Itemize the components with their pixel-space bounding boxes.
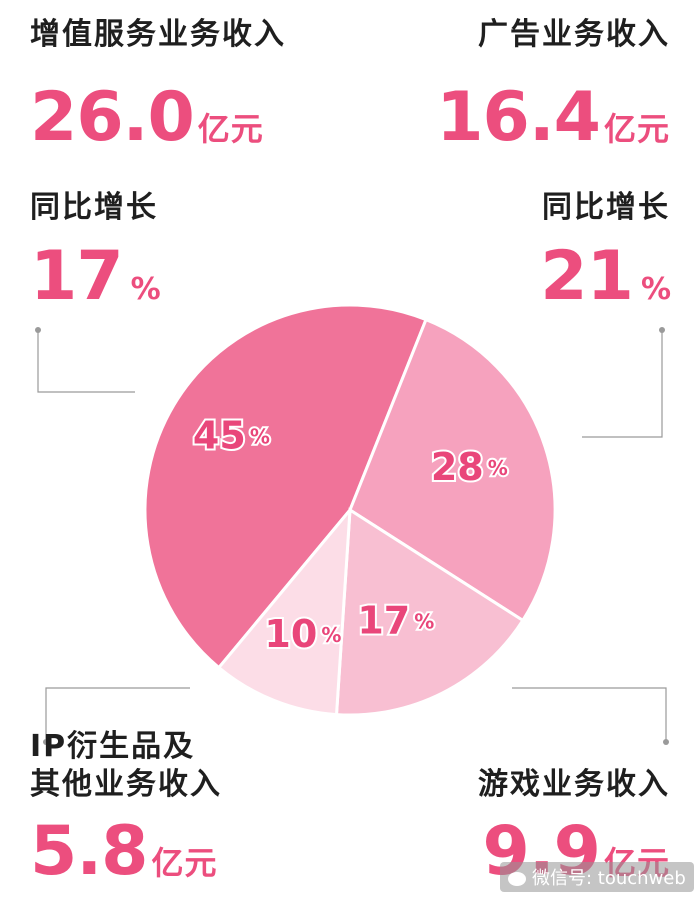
ip-label-line1: IP衍生品及 (30, 729, 196, 764)
ads-label: 广告业务收入 (478, 17, 670, 52)
ads-amount-unit: 亿元 (603, 110, 670, 148)
ip-amount-unit: 亿元 (151, 844, 218, 882)
ip-amount-row: 5.8 亿元 (30, 816, 222, 899)
games-connector (512, 687, 667, 742)
ip-connector-dot (43, 739, 49, 745)
ip-connector (45, 687, 190, 742)
slice-ip-label: 10% (264, 612, 341, 656)
ads-connector (582, 330, 663, 438)
wechat-icon (508, 872, 526, 886)
ads-growth-label: 同比增长 (542, 190, 670, 225)
ads-growth-unit: % (640, 272, 671, 307)
vas-label: 增值服务业务收入 (30, 17, 286, 52)
ads-amount: 16.4 (436, 78, 601, 157)
slice-ip (216, 505, 352, 717)
slice-games-label: 17% (357, 598, 434, 642)
vas-amount: 26.0 (30, 78, 195, 157)
vas-amount-unit: 亿元 (197, 110, 264, 148)
slice-vas-label: 45% (193, 413, 270, 457)
vas-growth-label: 同比增长 (30, 190, 158, 225)
games-label: 游戏业务收入 (478, 767, 670, 802)
slice-vas (143, 303, 428, 670)
slice-games (334, 507, 525, 717)
ip-label-line2: 其他业务收入 (30, 767, 222, 802)
ads-amount-row: 16.4 亿元 (436, 82, 670, 165)
ip-amount: 5.8 (30, 812, 148, 891)
games-connector-dot (663, 739, 669, 745)
vas-block: 增值服务业务收入 26.0 亿元 同比增长 17% (30, 16, 286, 326)
vas-growth-row: 17% (30, 241, 286, 326)
watermark-text: 微信号: touchweb (532, 868, 686, 889)
wechat-watermark: 微信号: touchweb (500, 862, 694, 892)
ads-connector-dot (659, 327, 665, 333)
vas-connector-dot (35, 327, 41, 333)
slice-ads-label: 28% (431, 444, 508, 488)
vas-amount-row: 26.0 亿元 (30, 82, 286, 165)
ads-growth-row: 21% (436, 241, 671, 326)
ads-growth: 21 (540, 237, 634, 316)
ip-block: IP衍生品及 其他业务收入 5.8 亿元 (30, 728, 222, 899)
vas-growth-unit: % (130, 272, 161, 307)
slice-ads (348, 317, 557, 623)
vas-connector (37, 330, 135, 393)
vas-growth: 17 (30, 237, 124, 316)
ads-block: 广告业务收入 16.4 亿元 同比增长 21% (436, 16, 671, 326)
